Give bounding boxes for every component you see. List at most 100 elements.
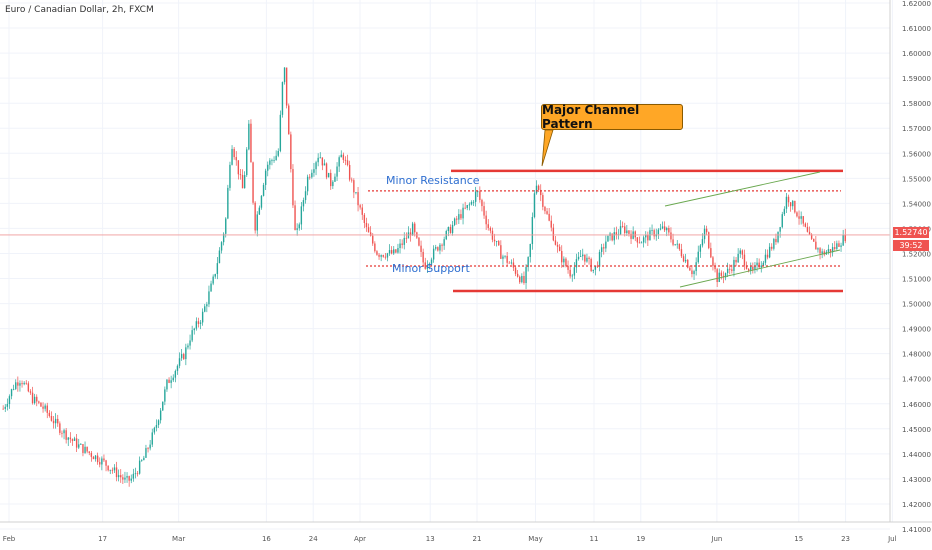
candle-body [426,265,429,269]
candle-body [544,206,546,212]
candle-body [800,216,802,219]
candle-body [674,244,676,246]
candle-body [720,272,723,276]
candle-body [495,241,498,242]
y-tick-label: 1.60000 [902,50,931,58]
candle-body [281,82,284,115]
candle-body [369,232,372,236]
candle-body [441,244,443,246]
candle-body [227,187,229,219]
candle-body [726,268,729,274]
candle-body [533,193,536,217]
candle-body [153,427,156,433]
candle-body [758,262,760,268]
y-tick-label: 1.42000 [902,501,931,509]
candle-body [573,267,576,276]
candle-body [680,249,683,257]
candle-body [840,245,842,247]
candle-body [294,205,296,230]
time-axis[interactable]: Feb 17 Mar 16 24 Apr 13 21 May 11 19 Jun 15 23 Jul [3,535,897,543]
candle-body [600,247,603,252]
candle-body [687,259,689,268]
candle-body [321,157,324,166]
candle-body [323,163,326,166]
candle-body [378,254,380,257]
candle-body [502,256,504,259]
candle-body [357,192,359,206]
candle-body [130,478,132,481]
candle-body [569,269,571,277]
candle-body [474,191,477,202]
candle-body [336,166,338,177]
countdown-tag: 39:52 [893,240,929,251]
candle-body [636,237,639,243]
candle-body [422,251,424,263]
candle-body [554,240,557,245]
candle-body [40,402,42,407]
trend-line-upper [664,171,821,207]
candle-body [374,243,376,252]
candle-body [143,457,145,461]
candle-body [348,164,351,180]
candle-body [603,247,605,249]
candle-body [54,418,57,424]
candle-body [241,174,244,189]
y-tick-label: 1.52000 [902,250,931,258]
candle-body [777,231,779,243]
candle-body [760,265,762,268]
candle-body [527,257,529,268]
candle-body [588,257,590,259]
candle-body [661,226,664,229]
candle-body [166,379,168,390]
candle-body [180,354,183,359]
candle-body [346,160,349,165]
candle-body [365,222,368,228]
candle-body [766,254,769,258]
candle-body [456,218,458,220]
candle-body [705,228,708,233]
candle-body [390,250,393,254]
price-axis[interactable]: 1.62000 1.61000 1.60000 1.59000 1.58000 1.570… [902,0,931,534]
candle-body [775,239,777,243]
candle-body [155,425,158,428]
candle-body [666,227,668,231]
candle-body [220,242,223,251]
candle-body [243,175,246,189]
candle-body [170,380,172,383]
candle-body [844,234,846,242]
candle-body [802,216,804,224]
candle-body [590,258,592,272]
y-tick-label: 1.59000 [902,75,931,83]
x-tick-label: Jun [710,535,722,543]
candle-body [113,467,116,471]
candle-body [403,237,405,245]
candle-body [621,226,624,227]
candle-body [529,244,531,258]
candle-body [729,268,731,270]
candle-body [216,263,219,275]
candle-body [779,227,781,232]
candle-body [271,160,273,162]
candle-body [128,476,130,481]
candle-body [697,251,699,263]
candle-body [668,227,670,233]
candle-body [208,291,210,305]
x-tick-label: 24 [309,535,318,543]
candle-body [330,172,332,187]
candle-body [613,232,615,241]
candle-body [489,227,492,231]
candle-body [73,438,76,441]
candle-body [430,259,433,264]
candle-body [88,451,90,453]
levels [0,129,890,293]
candle-body [542,195,544,207]
candle-body [264,170,267,185]
candle-body [222,233,225,243]
trend-line-lower [679,249,841,288]
candle-body [164,389,166,402]
candle-body [710,248,712,258]
candle-body [359,205,361,208]
plot-area[interactable] [0,0,890,522]
candle-body [464,207,466,209]
